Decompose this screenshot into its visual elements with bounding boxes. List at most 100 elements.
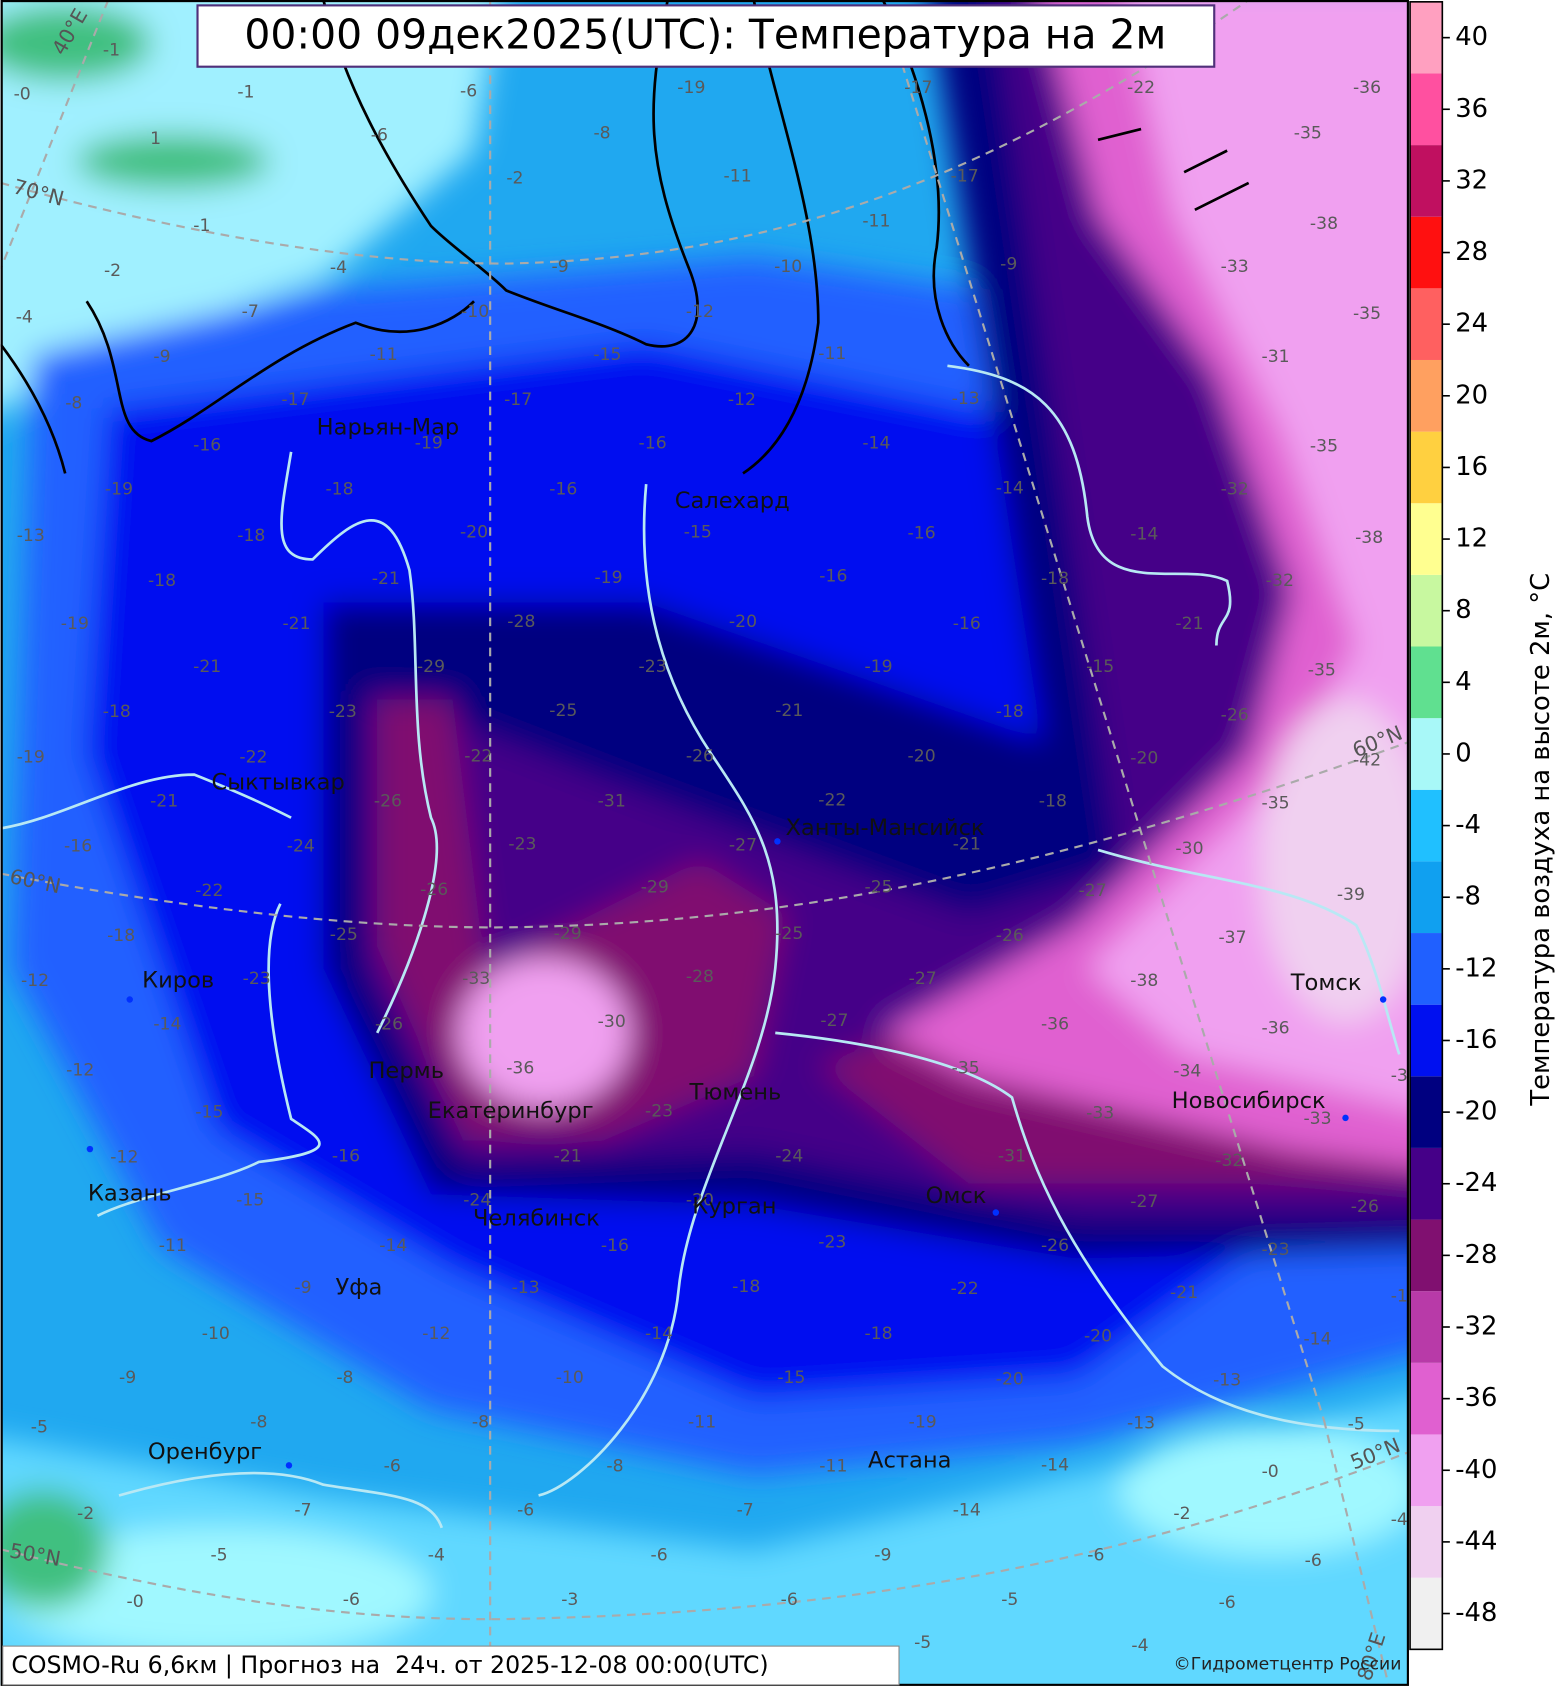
temperature-label: -21 [953,835,981,855]
temperature-label: -11 [159,1236,187,1256]
temperature-label: -17 [504,390,532,410]
colorbar-segment [1410,1291,1443,1363]
temperature-label: -24 [463,1191,491,1211]
colorbar-segment [1410,216,1443,289]
colorbar-tick-label: -36 [1455,1383,1497,1413]
temperature-label: -27 [729,836,757,856]
temperature-label: -6 [1305,1551,1322,1571]
city-dot [86,1145,94,1153]
temperature-label: -12 [728,390,756,410]
temperature-label: -18 [103,702,131,722]
temperature-label: -39 [1337,885,1365,905]
temperature-label: -9 [552,257,569,277]
temperature-label: -4 [1131,1636,1148,1656]
temperature-label: -9 [294,1278,311,1298]
city-label: Казань [88,1181,172,1207]
temperature-label: -20 [1130,749,1158,769]
city-dot [1379,996,1387,1003]
temperature-label: -0 [127,1592,144,1612]
temperature-label: -20 [996,1369,1024,1389]
temperature-label: -33 [1221,257,1249,277]
colorbar-tick-label: 4 [1455,667,1471,697]
colorbar-tick-label: 16 [1455,452,1488,482]
temperature-label: -9 [874,1546,891,1566]
temperature-label: -6 [517,1501,534,1521]
colorbar-tick-label: -32 [1455,1312,1497,1342]
temperature-label: -24 [287,837,315,857]
temperature-label: -5 [31,1418,48,1438]
temperature-label: -5 [1348,1414,1365,1434]
temperature-label: -2 [77,1504,94,1524]
temperature-label: -37 [1218,928,1246,948]
city-label: Курган [692,1194,776,1220]
colorbar-segment [1410,431,1443,504]
colorbar-tick-label: -20 [1455,1097,1497,1127]
temperature-label: -8 [336,1368,353,1388]
colorbar-tick-label: -16 [1455,1025,1497,1055]
temperature-label: -16 [64,837,92,857]
temperature-label: -29 [417,657,445,677]
temperature-label: -2 [1173,1504,1190,1524]
temperature-label: -27 [909,969,937,989]
temperature-label: -10 [556,1368,584,1388]
temperature-label: -1 [193,216,210,236]
temperature-label: -26 [996,926,1024,946]
temperature-label: -27 [820,1011,848,1031]
temperature-label: -7 [294,1501,311,1521]
temperature-label: -22 [1127,78,1155,98]
temperature-label: -35 [1294,123,1322,143]
temperature-label: -16 [953,614,981,634]
temperature-label: -24 [775,1147,803,1167]
colorbar-tick-label: -44 [1455,1526,1497,1556]
temperature-label: -14 [1041,1455,1069,1475]
city-label: Томск [1290,970,1362,996]
temperature-label: -23 [243,969,271,989]
temperature-label: -19 [61,614,89,634]
temperature-label: -26 [1351,1197,1379,1217]
temperature-label: -6 [1087,1546,1104,1566]
colorbar-tick-label: -40 [1455,1455,1497,1485]
temperature-label: -25 [330,925,358,945]
colorbar-segment [1410,1076,1443,1148]
temperature-label: -9 [119,1368,136,1388]
temperature-label: -14 [996,478,1024,498]
temperature-label: -13 [1213,1370,1241,1390]
temperature-label: -33 [462,969,490,989]
temperature-label: -36 [1041,1014,1069,1034]
city-label: Омск [926,1183,987,1209]
temperature-label: -22 [464,746,492,766]
temperature-label: -11 [862,212,890,232]
temperature-label: -16 [908,524,936,544]
temperature-label: -18 [1041,569,1069,589]
temperature-label: -20 [686,1191,714,1211]
title: 00:00 09дек2025(UTC): Температура на 2м [244,11,1166,59]
colorbar-tick-label: -28 [1455,1240,1497,1270]
temperature-label: -2 [506,169,523,189]
colorbar-tick-label: 24 [1455,309,1488,339]
colorbar-tick-label: 36 [1455,94,1488,124]
city-label: Ханты-Мансийск [785,815,984,841]
temperature-label: -20 [1084,1326,1112,1346]
temperature-label: -33 [1086,1104,1114,1124]
temperature-label: -27 [1130,1192,1158,1212]
temperature-label: -29 [554,924,582,944]
colorbar-segment [1410,1362,1443,1435]
temperature-label: -17 [904,78,932,98]
city-label: Оренбург [148,1439,262,1465]
temperature-label: -13 [1127,1413,1155,1433]
temperature-label: -23 [818,1233,846,1253]
temperature-label: -11 [818,344,846,364]
temperature-label: -21 [1175,614,1203,634]
temperature-label: -13 [952,389,980,409]
colorbar-tick-label: 8 [1455,595,1471,625]
temperature-label: -23 [329,702,357,722]
temperature-label: -18 [1039,792,1067,812]
temperature-label: -25 [775,924,803,944]
colorbar-segment [1410,1434,1443,1507]
temperature-label: -15 [684,523,712,543]
temperature-label: -18 [865,1324,893,1344]
temperature-label: -16 [332,1147,360,1167]
temperature-label: -22 [951,1279,979,1299]
temperature-label: -17 [281,390,309,410]
colorbar-tick-label: 28 [1455,237,1488,267]
